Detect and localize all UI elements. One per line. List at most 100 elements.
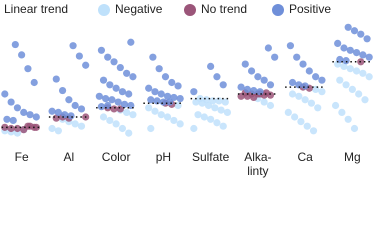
point xyxy=(151,107,159,115)
point xyxy=(295,81,303,89)
point xyxy=(213,73,221,81)
point xyxy=(112,120,120,128)
point xyxy=(30,78,38,87)
point xyxy=(334,39,342,48)
point xyxy=(200,113,208,121)
point xyxy=(166,98,174,106)
point xyxy=(342,81,350,89)
point xyxy=(293,53,301,61)
point xyxy=(54,127,62,135)
point xyxy=(110,58,118,66)
point xyxy=(163,113,172,121)
point xyxy=(32,113,40,121)
x-tick-label: Alka- linty xyxy=(244,150,272,178)
point xyxy=(264,44,272,52)
point xyxy=(58,86,67,95)
point xyxy=(9,116,17,125)
point xyxy=(26,111,34,119)
point xyxy=(355,90,363,98)
point xyxy=(147,124,155,133)
point xyxy=(157,111,165,119)
point xyxy=(1,90,9,98)
point xyxy=(104,53,112,61)
point xyxy=(243,85,251,93)
point xyxy=(48,107,56,115)
point xyxy=(262,89,270,97)
point xyxy=(190,124,198,133)
point xyxy=(127,38,135,46)
point xyxy=(125,129,133,137)
point xyxy=(129,73,137,81)
point xyxy=(286,42,295,50)
point xyxy=(118,88,127,96)
point xyxy=(145,104,153,112)
point xyxy=(303,122,311,130)
point xyxy=(125,90,133,98)
point xyxy=(110,105,118,113)
point xyxy=(340,44,348,52)
point xyxy=(71,120,79,128)
point xyxy=(1,123,9,131)
legend-marker xyxy=(272,4,284,16)
point xyxy=(7,98,15,106)
point xyxy=(346,65,354,73)
point xyxy=(288,90,297,98)
point xyxy=(65,96,73,104)
point xyxy=(365,53,373,61)
point xyxy=(314,104,322,112)
point xyxy=(266,81,275,89)
point xyxy=(106,116,114,125)
point xyxy=(153,97,161,105)
chart-svg: Linear trend Negative No trend Positive xyxy=(1,2,373,137)
point xyxy=(219,122,227,130)
x-tick-label: Mg xyxy=(344,150,361,164)
legend-marker xyxy=(98,4,110,16)
legend-marker xyxy=(184,4,196,16)
point xyxy=(147,96,155,104)
point xyxy=(67,112,75,120)
point xyxy=(301,96,309,104)
point xyxy=(198,99,206,107)
point xyxy=(359,51,367,59)
point xyxy=(116,63,124,72)
point xyxy=(120,100,129,108)
point xyxy=(99,76,108,84)
point xyxy=(344,23,352,31)
point xyxy=(71,101,79,110)
point xyxy=(213,119,221,127)
point xyxy=(256,88,264,96)
chart: Linear trend Negative No trend Positive Fe… xyxy=(1,2,373,178)
point xyxy=(204,101,213,110)
point xyxy=(13,124,22,133)
point xyxy=(102,95,110,103)
legend-label: Negative xyxy=(115,2,163,16)
point xyxy=(151,88,159,96)
point xyxy=(307,99,316,107)
point xyxy=(365,73,373,81)
point xyxy=(54,108,62,116)
point xyxy=(118,124,127,133)
point xyxy=(20,108,28,116)
point xyxy=(266,101,275,110)
point xyxy=(288,78,297,87)
point xyxy=(350,124,359,133)
point xyxy=(301,82,309,90)
point xyxy=(357,30,365,38)
point xyxy=(271,53,279,61)
point xyxy=(161,73,170,81)
point xyxy=(350,27,359,35)
point xyxy=(3,115,11,123)
point xyxy=(176,95,184,103)
point xyxy=(82,61,90,69)
point xyxy=(170,116,178,125)
point xyxy=(250,93,258,102)
point xyxy=(157,90,165,98)
point xyxy=(359,69,367,77)
point xyxy=(352,67,361,75)
point xyxy=(299,60,307,68)
point xyxy=(97,46,106,54)
point xyxy=(18,51,26,59)
point xyxy=(363,35,371,43)
point xyxy=(24,65,32,73)
x-tick-label: Sulfate xyxy=(191,150,230,164)
